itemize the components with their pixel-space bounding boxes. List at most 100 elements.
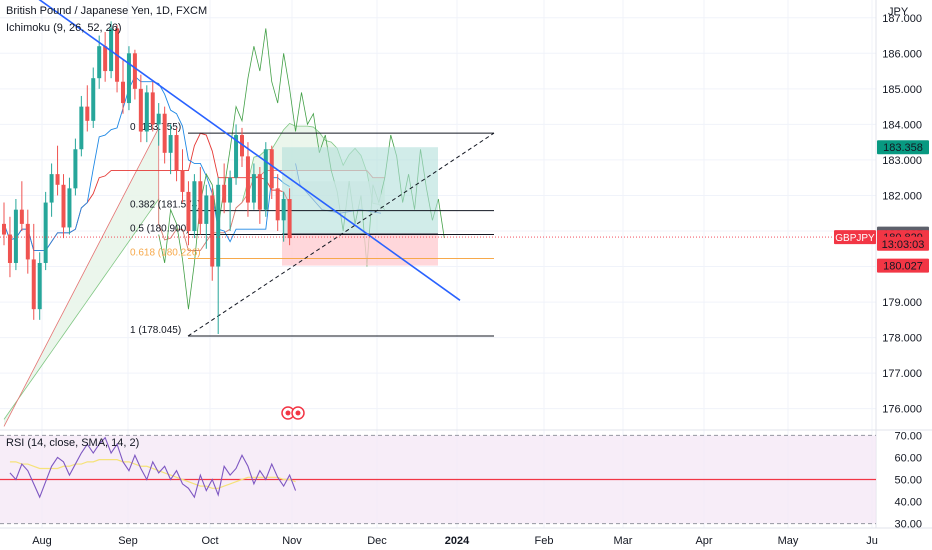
candles <box>2 21 292 335</box>
candle-body <box>97 46 102 79</box>
rsi-tick-label: 50.00 <box>894 475 922 487</box>
rsi-tick-label: 60.00 <box>894 452 922 464</box>
candle-body <box>37 262 42 310</box>
rsi-pane: 70.00 60.00 50.00 40.00 30.00 <box>0 430 922 531</box>
candle-body <box>287 199 292 239</box>
candle-body <box>275 188 280 221</box>
candle-body <box>25 223 30 260</box>
symbol-tag-label: GBPJPY <box>835 233 875 244</box>
candle-body <box>216 184 221 267</box>
candle-body <box>281 199 286 221</box>
price-tag-label: 183.358 <box>883 142 923 154</box>
fibonacci-retracement[interactable]: 0 (183.755) 0.382 (181.574) 0.5 (180.900) 0… <box>130 122 495 337</box>
event-marker-icon[interactable] <box>285 410 291 416</box>
target-zone[interactable] <box>282 147 438 234</box>
candle-body <box>73 149 78 189</box>
time-tick-label: Feb <box>535 535 554 547</box>
candle-body <box>156 113 161 125</box>
candle-body <box>67 188 72 228</box>
time-tick-label: Aug <box>32 535 52 547</box>
price-tag <box>877 140 929 155</box>
candle-body <box>186 191 191 231</box>
trendlines[interactable] <box>0 0 876 301</box>
fib-level-label: 0.618 (180.226) <box>130 247 201 258</box>
candle-body <box>168 135 173 153</box>
candle-body <box>150 92 155 125</box>
candle-body <box>251 174 256 203</box>
event-markers[interactable] <box>281 406 305 420</box>
rsi-sma-line <box>9 459 296 489</box>
price-tick-label: 186.000 <box>882 48 922 60</box>
candle-body <box>109 28 114 72</box>
fib-level-label: 0.382 (181.574) <box>130 200 201 211</box>
time-tick-label: Sep <box>118 535 138 547</box>
candle-body <box>180 170 185 192</box>
candle-body <box>91 78 96 121</box>
candle-body <box>61 184 66 228</box>
descending-trendline[interactable] <box>20 0 461 301</box>
candle-body <box>240 135 244 157</box>
time-tick-label: Mar <box>614 535 633 547</box>
candle-body <box>7 234 12 263</box>
price-tick-label: 184.000 <box>882 119 922 131</box>
candle-body <box>263 149 268 210</box>
candle-body <box>132 53 137 89</box>
candle-body <box>192 181 197 231</box>
stop-zone[interactable] <box>282 233 438 266</box>
time-tick-label: Nov <box>282 535 302 547</box>
price-tick-label: 185.000 <box>882 84 922 96</box>
price-tag-label: 13:03:03 <box>882 239 925 251</box>
candle-body <box>126 53 131 104</box>
event-marker-icon[interactable] <box>295 410 301 416</box>
candle-body <box>144 92 149 132</box>
candle-body <box>85 106 90 121</box>
chart-title: British Pound / Japanese Yen, 1D, FXCM <box>6 5 207 17</box>
candle-body <box>31 259 36 310</box>
price-tick-label: 176.000 <box>882 404 922 416</box>
candle-body <box>2 223 6 235</box>
price-tick-label: 177.000 <box>882 368 922 380</box>
fib-level-label: 1 (178.045) <box>130 325 181 336</box>
time-axis[interactable]: Aug Sep Oct Nov Dec 2024 Feb Mar Apr May Ju <box>0 527 932 547</box>
rsi-tick-label: 70.00 <box>894 430 922 442</box>
candle-body <box>198 181 203 224</box>
candle-body <box>234 135 239 178</box>
candle-body <box>162 113 167 153</box>
candle-body <box>269 149 274 189</box>
candle-body <box>79 106 84 150</box>
fib-trend-line[interactable] <box>187 132 495 337</box>
candle-body <box>204 195 209 224</box>
candle-body <box>55 174 60 185</box>
currency-label[interactable]: JPY <box>888 6 909 18</box>
time-tick-label: Apr <box>695 535 712 547</box>
rsi-tick-label: 40.00 <box>894 497 922 509</box>
fib-level-label: 0 (183.755) <box>130 122 181 133</box>
price-tick-label: 182.000 <box>882 190 922 202</box>
rsi-label: RSI (14, close, SMA, 14, 2) <box>6 437 139 449</box>
candle-body <box>19 209 24 224</box>
candle-body <box>138 88 143 132</box>
candle-body <box>222 184 227 203</box>
time-tick-label: May <box>778 535 799 547</box>
symbol-tag[interactable] <box>834 230 876 245</box>
rsi-tick-label: 30.00 <box>894 519 922 531</box>
rsi-line <box>9 436 297 499</box>
candle-body <box>43 202 48 263</box>
candle-body <box>103 46 108 72</box>
time-tick-label: 2024 <box>445 535 470 547</box>
time-tick-label: Oct <box>201 535 218 547</box>
fib-level-label: 0.5 (180.900) <box>130 224 190 235</box>
conversion-line <box>3 75 290 251</box>
long-position-tool[interactable] <box>282 147 438 266</box>
price-tick-label: 183.000 <box>882 155 922 167</box>
candle-body <box>121 81 125 104</box>
price-tick-label: 187.000 <box>882 13 922 25</box>
price-tag <box>877 258 929 273</box>
candle-body <box>228 177 233 203</box>
price-tick-label: 178.000 <box>882 333 922 345</box>
price-axis[interactable]: 187.000 186.000 185.000 184.000 183.000 182.0… <box>834 13 929 416</box>
price-tag-label: 180.027 <box>883 261 923 273</box>
candle-body <box>210 195 215 267</box>
indicator-label: Ichimoku (9, 26, 52, 26) <box>6 22 122 34</box>
